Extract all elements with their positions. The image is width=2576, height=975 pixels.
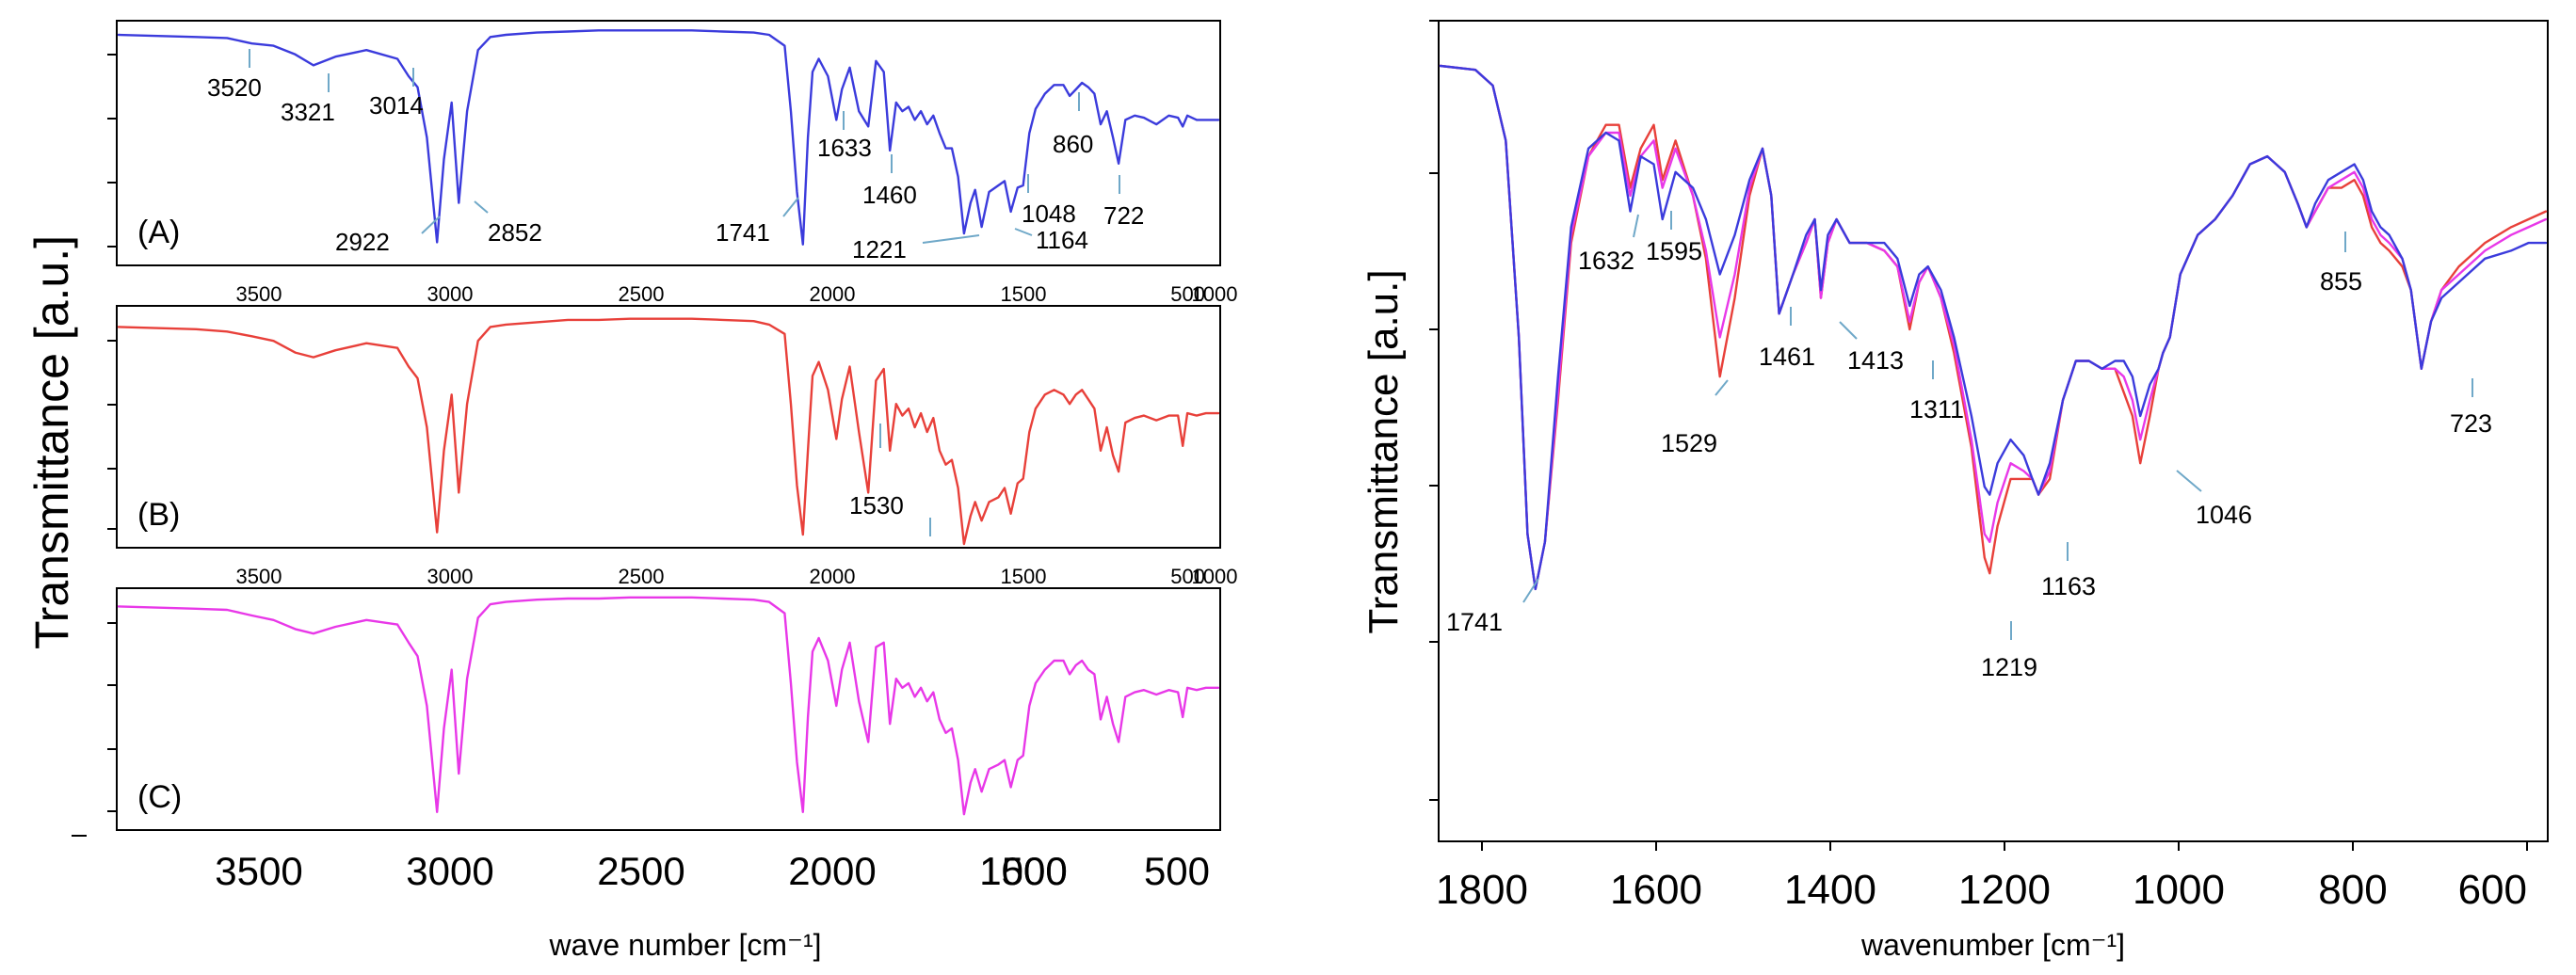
x-tick-label: 2500	[597, 849, 684, 893]
series-magenta-line	[1439, 64, 2548, 591]
left-y-axis-label: Transmittance [a.u.]	[25, 235, 78, 649]
panel-b-label: (B)	[137, 497, 180, 533]
peak-label-1741: 1741	[716, 218, 770, 247]
right-annotations: 1741 1632 1595 1529 1461 1413 1311 1219 …	[1446, 211, 2492, 681]
x-tick-label: 1000	[2133, 867, 2225, 913]
x-tick-label: 600	[2458, 867, 2527, 913]
right-y-axis-label: Transmittance [a.u.]	[1360, 269, 1407, 633]
peak-label-723: 723	[2450, 409, 2492, 438]
panel-b-frame	[116, 305, 1221, 549]
series-a-line	[117, 29, 1220, 246]
inner-tick-label: 3500	[236, 282, 282, 306]
panel-a-annotations: 3520 3321 3014 2922 2852 1741 1633 1460 …	[207, 49, 1144, 264]
peak-label-1221: 1221	[852, 235, 907, 264]
panel-c-label: (C)	[137, 779, 182, 815]
inner-tick-label: 3500	[236, 565, 282, 588]
peak-label-1413: 1413	[1847, 346, 1904, 375]
peak-label-1311: 1311	[1909, 395, 1964, 424]
peak-label-3520: 3520	[207, 73, 262, 102]
peak-callout	[421, 216, 441, 234]
inner-tick-label: 1500	[1001, 282, 1047, 306]
inner-tick-label: 1500	[1001, 565, 1047, 588]
peak-label-1460: 1460	[862, 181, 917, 209]
x-tick-label: 1800	[1436, 867, 1528, 913]
left-y-ticks	[72, 54, 117, 837]
peak-callout	[2176, 470, 2202, 492]
peak-label-1633: 1633	[817, 134, 872, 162]
peak-label-1529: 1529	[1661, 429, 1717, 457]
peak-callout	[474, 200, 489, 214]
right-y-ticks	[1429, 20, 1439, 801]
inner-tick-label: 500	[1170, 282, 1205, 306]
x-tick-label: 800	[2318, 867, 2387, 913]
peak-label-1741: 1741	[1446, 608, 1503, 636]
peak-callout	[1715, 379, 1729, 396]
x-tick-label: 1500	[979, 849, 1067, 893]
peak-label-722: 722	[1103, 201, 1144, 230]
peak-callout	[1522, 578, 1539, 603]
x-tick-label: 1200	[1958, 867, 2051, 913]
peak-label-1048: 1048	[1022, 200, 1076, 228]
inner-x-ticks-b: 3500 3000 2500 2000 1500 1000 500	[236, 282, 1238, 306]
series-blue-line	[1439, 64, 2548, 591]
inner-tick-label: 2000	[810, 282, 856, 306]
peak-label-1530: 1530	[849, 491, 904, 519]
peak-callout	[1633, 214, 1639, 238]
series-c-line	[117, 596, 1220, 816]
x-tick-label: 2000	[788, 849, 876, 893]
peak-label-855: 855	[2320, 267, 2362, 296]
peak-label-860: 860	[1053, 130, 1093, 158]
x-tick-label: 1600	[1610, 867, 1702, 913]
x-tick-label: 3500	[215, 849, 302, 893]
peak-callout	[922, 234, 980, 244]
peak-callout	[1014, 228, 1033, 236]
series-b-line	[117, 317, 1220, 546]
peak-label-1163: 1163	[2041, 572, 2096, 600]
panel-b-annotations: 1530	[849, 424, 931, 536]
inner-tick-label: 1000	[1192, 565, 1238, 588]
right-plot-frame	[1438, 20, 2549, 842]
peak-label-3014: 3014	[369, 91, 424, 120]
peak-label-3321: 3321	[281, 98, 335, 126]
inner-tick-label: 1000	[1192, 282, 1238, 306]
right-figure: Transmittance [a.u.] 1800 1600 1400 1200…	[1360, 20, 2549, 962]
panel-c-frame	[116, 587, 1221, 831]
inner-tick-label: 2500	[619, 282, 665, 306]
x-tick-label: 1400	[1784, 867, 1876, 913]
peak-callout	[1839, 321, 1858, 340]
peak-label-1595: 1595	[1646, 237, 1702, 265]
inner-tick-label: 500	[1170, 565, 1205, 588]
x-tick-label: 500	[1144, 849, 1210, 893]
series-red-line	[1439, 64, 2548, 591]
inner-x-ticks-c: 3500 3000 2500 2000 1500 1000 500	[236, 565, 1238, 588]
right-x-axis: 1800 1600 1400 1200 1000 800 600 wavenum…	[1436, 841, 2528, 962]
x-tick-label: 1000	[979, 849, 1067, 893]
peak-label-1046: 1046	[2196, 501, 2252, 529]
peak-label-1164: 1164	[1036, 226, 1088, 254]
left-figure: Transmittance [a.u.] 3500 3000 2500	[25, 20, 1238, 962]
peak-label-2852: 2852	[488, 218, 542, 247]
left-x-axis-label: wave number [cm⁻¹]	[549, 928, 822, 962]
peak-label-2922: 2922	[335, 228, 390, 256]
left-x-axis: 3500 3000 2500 2000 1500 1000 500 wave n…	[215, 849, 1210, 962]
inner-tick-label: 3000	[427, 565, 474, 588]
inner-tick-label: 2000	[810, 565, 856, 588]
peak-label-1461: 1461	[1759, 343, 1815, 371]
inner-tick-label: 3000	[427, 282, 474, 306]
inner-tick-label: 2500	[619, 565, 665, 588]
peak-label-1632: 1632	[1578, 247, 1634, 275]
panel-a-label: (A)	[137, 215, 180, 250]
panel-a-frame	[116, 20, 1221, 266]
peak-callout	[782, 197, 799, 217]
peak-label-1219: 1219	[1981, 653, 2037, 681]
x-tick-label: 3000	[406, 849, 493, 893]
right-x-axis-label: wavenumber [cm⁻¹]	[1860, 928, 2125, 962]
